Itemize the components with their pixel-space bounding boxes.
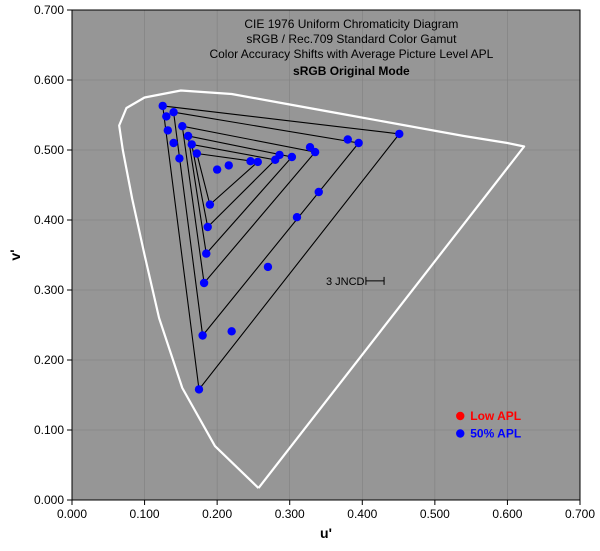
- data-point: [354, 139, 362, 147]
- y-tick-label: 0.400: [34, 213, 64, 227]
- data-point: [169, 139, 177, 147]
- chart-title-line: Color Accuracy Shifts with Average Pictu…: [209, 47, 493, 61]
- data-point: [162, 112, 170, 120]
- x-tick-label: 0.100: [130, 507, 160, 521]
- data-point: [195, 385, 203, 393]
- chart-title-line: sRGB / Rec.709 Standard Color Gamut: [246, 32, 457, 46]
- x-tick-label: 0.700: [565, 507, 595, 521]
- y-axis-label: v': [7, 249, 23, 260]
- data-point: [264, 263, 272, 271]
- data-point: [293, 213, 301, 221]
- x-tick-label: 0.200: [202, 507, 232, 521]
- y-tick-label: 0.500: [34, 143, 64, 157]
- y-tick-label: 0.700: [34, 3, 64, 17]
- data-point: [225, 161, 233, 169]
- chart-title-line: CIE 1976 Uniform Chromaticity Diagram: [244, 17, 458, 31]
- x-tick-label: 0.300: [275, 507, 305, 521]
- x-tick-label: 0.600: [492, 507, 522, 521]
- data-point: [202, 249, 210, 257]
- data-point: [198, 331, 206, 339]
- data-point: [178, 122, 186, 130]
- data-point: [254, 158, 262, 166]
- y-tick-label: 0.600: [34, 73, 64, 87]
- chart-title-bold: sRGB Original Mode: [293, 64, 410, 78]
- y-tick-label: 0.100: [34, 423, 64, 437]
- data-point: [246, 157, 254, 165]
- data-point: [193, 149, 201, 157]
- y-tick-label: 0.200: [34, 353, 64, 367]
- data-point: [188, 140, 196, 148]
- data-point: [288, 153, 296, 161]
- data-point: [204, 223, 212, 231]
- data-point: [200, 279, 208, 287]
- data-point: [306, 143, 314, 151]
- data-point: [164, 126, 172, 134]
- data-point: [395, 130, 403, 138]
- y-tick-label: 0.300: [34, 283, 64, 297]
- data-point: [213, 165, 221, 173]
- x-axis-label: u': [320, 525, 332, 541]
- data-point: [206, 200, 214, 208]
- jncd-label: 3 JNCD: [326, 276, 365, 288]
- x-tick-label: 0.000: [57, 507, 87, 521]
- chromaticity-chart: 0.000 0.100 0.200 0.300 0.400 0.500 0.600 0.700…: [0, 0, 600, 551]
- data-point: [184, 132, 192, 140]
- data-point: [159, 102, 167, 110]
- chart-frame: 0.000 0.100 0.200 0.300 0.400 0.500 0.600 0.700…: [0, 0, 600, 551]
- x-tick-label: 0.500: [420, 507, 450, 521]
- legend-marker: [456, 412, 464, 420]
- data-point: [315, 188, 323, 196]
- y-tick-label: 0.000: [34, 493, 64, 507]
- legend-marker: [456, 429, 464, 437]
- data-point: [275, 151, 283, 159]
- legend-label: 50% APL: [470, 427, 521, 441]
- data-point: [227, 327, 235, 335]
- x-tick-label: 0.400: [347, 507, 377, 521]
- legend-label: Low APL: [470, 409, 521, 423]
- data-point: [344, 135, 352, 143]
- data-point: [169, 108, 177, 116]
- data-point: [175, 154, 183, 162]
